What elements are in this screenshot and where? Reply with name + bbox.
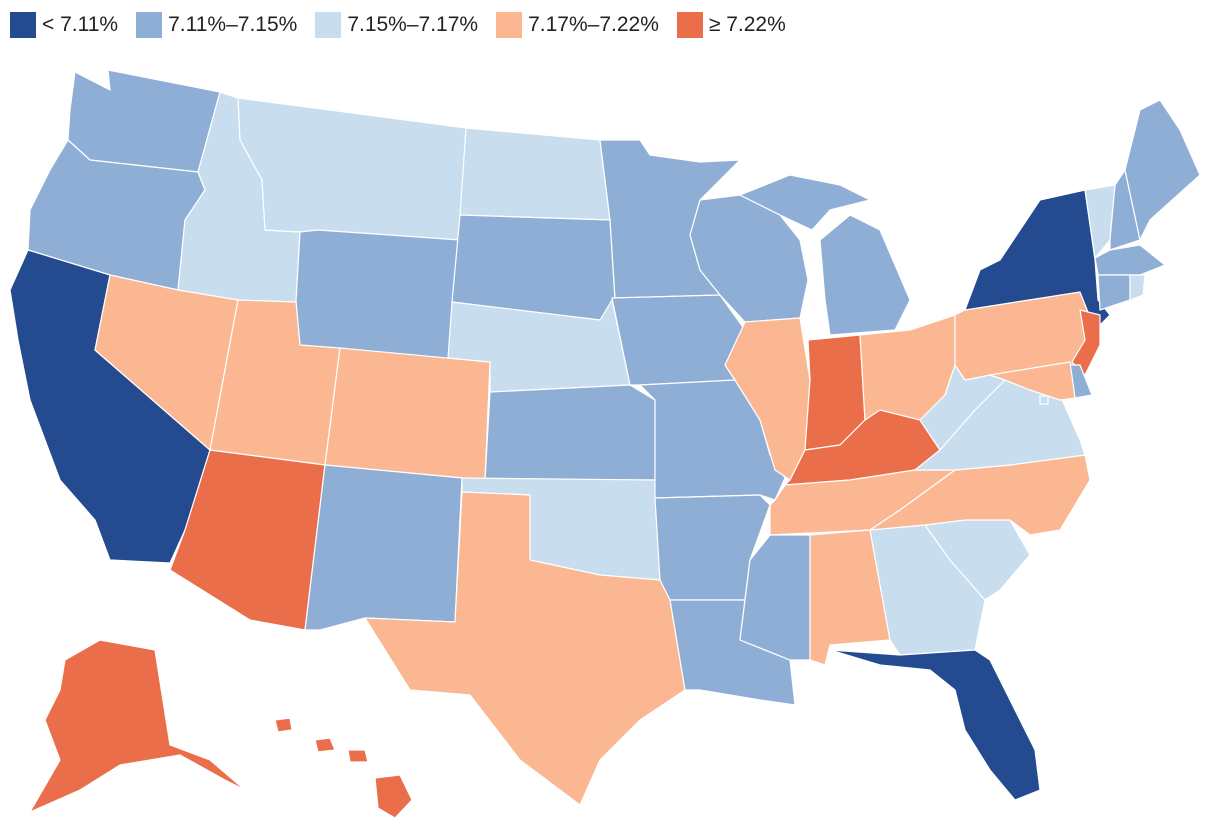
legend-swatch (496, 12, 523, 38)
state-il[interactable] (724, 317, 811, 481)
state-co[interactable] (324, 347, 491, 481)
state-fl[interactable] (829, 649, 1041, 801)
state-nd[interactable] (459, 127, 611, 221)
state-sd[interactable] (451, 214, 616, 321)
legend-item-bin-1: < 7.11% (10, 12, 118, 38)
legend-label: 7.11%–7.15% (168, 13, 298, 36)
legend-item-bin-5: ≥ 7.22% (676, 12, 786, 38)
legend-item-bin-4: 7.17%–7.22% (496, 12, 659, 38)
legend-item-bin-3: 7.15%–7.17% (315, 12, 478, 38)
state-ri[interactable] (1129, 274, 1146, 301)
state-nj[interactable] (1071, 309, 1101, 376)
state-mt[interactable] (237, 97, 467, 241)
legend-swatch (136, 12, 163, 38)
legend-label: < 7.11% (42, 13, 119, 36)
state-ia[interactable] (611, 294, 746, 386)
legend-label: 7.15%–7.17% (347, 13, 479, 36)
legend-item-bin-2: 7.11%–7.15% (136, 12, 297, 38)
state-nh[interactable] (1109, 169, 1141, 251)
state-mi[interactable] (739, 174, 911, 336)
legend-label: 7.17%–7.22% (528, 13, 659, 36)
legend-swatch (10, 12, 36, 38)
state-tx[interactable] (364, 491, 686, 806)
state-dc[interactable] (1039, 395, 1049, 405)
state-wa[interactable] (67, 69, 221, 173)
legend-swatch (676, 12, 703, 38)
state-ma[interactable] (1094, 244, 1166, 276)
state-ct[interactable] (1097, 274, 1131, 311)
state-me[interactable] (1124, 99, 1201, 241)
state-wi[interactable] (689, 194, 809, 323)
state-wy[interactable] (295, 229, 461, 361)
state-md[interactable] (989, 361, 1076, 401)
state-nm[interactable] (304, 464, 463, 631)
state-ak[interactable] (29, 639, 246, 813)
state-ks[interactable] (484, 384, 656, 481)
legend-label: ≥ 7.22% (708, 13, 786, 36)
state-hi[interactable] (274, 717, 413, 819)
legend-swatch (315, 12, 342, 38)
map-legend: < 7.11% 7.11%–7.15% 7.15%–7.17% 7.17%–7.… (10, 12, 804, 38)
